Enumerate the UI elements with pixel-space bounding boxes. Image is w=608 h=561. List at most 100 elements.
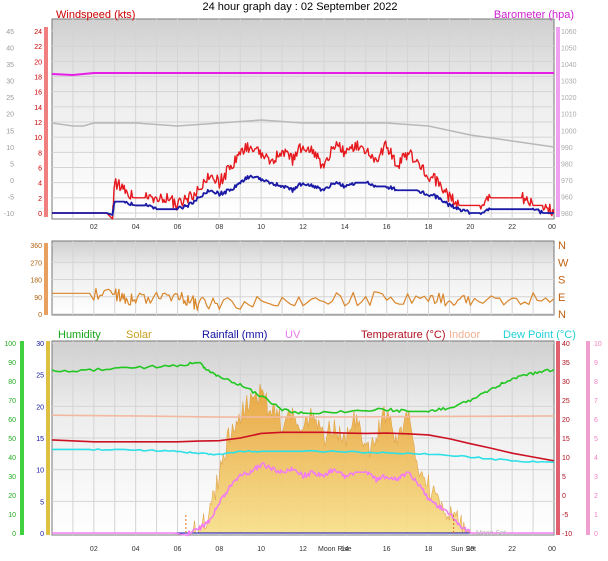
temp-tick-label: 10 bbox=[562, 455, 570, 462]
windbase-line bbox=[52, 174, 554, 216]
solar-area bbox=[52, 383, 554, 534]
x-tick-label: 14 bbox=[341, 546, 349, 553]
windspeed-label: Windspeed (kts) bbox=[56, 9, 135, 21]
x-tick-label: 20 bbox=[466, 224, 474, 231]
wind-tick-label: 22 bbox=[34, 44, 42, 51]
x-tick-label: 12 bbox=[299, 546, 307, 553]
x-tick-label: 10 bbox=[257, 546, 265, 553]
temp-tick-label: 15 bbox=[562, 436, 570, 443]
humidity-tick-label: 60 bbox=[8, 417, 16, 424]
x-tick-label: 18 bbox=[425, 546, 433, 553]
wind-outer-tick-label: 25 bbox=[6, 95, 14, 102]
dewpoint-label: Dew Point (°C) bbox=[503, 329, 576, 341]
direction-tick-label: 180 bbox=[30, 278, 42, 285]
humidity-tick-label: 80 bbox=[8, 379, 16, 386]
direction-line bbox=[52, 287, 555, 311]
wind-tick-label: 16 bbox=[34, 90, 42, 97]
temp-tick-label: 40 bbox=[562, 341, 570, 348]
uv-tick-label: 3 bbox=[594, 474, 598, 481]
rainfall-label: Rainfall (mm) bbox=[202, 329, 267, 341]
uv-tick-label: 1 bbox=[594, 512, 598, 519]
indoor-label: Indoor bbox=[449, 329, 481, 341]
baro-tick-label: 980 bbox=[561, 211, 573, 218]
temp-tick-label: -10 bbox=[562, 531, 572, 538]
compass-label: E bbox=[558, 292, 565, 304]
uv-label: UV bbox=[285, 329, 301, 341]
uv-tick-label: 10 bbox=[594, 341, 602, 348]
humidity-tick-label: 70 bbox=[8, 398, 16, 405]
baro-tick-label: 1040 bbox=[561, 62, 577, 69]
x-tick-label: 10 bbox=[257, 224, 265, 231]
direction-tick-label: 90 bbox=[34, 295, 42, 302]
rain-tick-label: 20 bbox=[36, 404, 44, 411]
x-tick-label: 08 bbox=[215, 224, 223, 231]
uv-tick-label: 4 bbox=[594, 455, 598, 462]
uv-tick-label: 9 bbox=[594, 360, 598, 367]
wind-tick-label: 4 bbox=[38, 181, 42, 188]
rain-tick-label: 30 bbox=[36, 341, 44, 348]
baro-tick-label: 990 bbox=[561, 145, 573, 152]
wind-outer-tick-label: 5 bbox=[10, 161, 14, 168]
temp-tick-label: 35 bbox=[562, 360, 570, 367]
baro-tick-label: 960 bbox=[561, 194, 573, 201]
humidity-axis-bar bbox=[20, 341, 24, 535]
x-tick-label: 22 bbox=[508, 224, 516, 231]
humidity-tick-label: 90 bbox=[8, 360, 16, 367]
wind-outer-tick-label: 45 bbox=[6, 29, 14, 36]
wind-tick-label: 12 bbox=[34, 120, 42, 127]
humidity-tick-label: 0 bbox=[12, 531, 16, 538]
x-tick-label: 16 bbox=[383, 546, 391, 553]
windspeed-line bbox=[52, 140, 555, 220]
baro-tick-label: 1030 bbox=[561, 79, 577, 86]
wind-tick-label: 0 bbox=[38, 211, 42, 218]
compass-label: N bbox=[558, 309, 566, 321]
wind-outer-tick-label: 40 bbox=[6, 46, 14, 53]
x-tick-label: 00 bbox=[548, 546, 556, 553]
temperature-line bbox=[51, 431, 555, 462]
humidity-tick-label: 30 bbox=[8, 474, 16, 481]
x-tick-label: 02 bbox=[90, 546, 98, 553]
direction-tick-label: 0 bbox=[38, 312, 42, 319]
rain-tick-label: 10 bbox=[36, 468, 44, 475]
rain-tick-label: 25 bbox=[36, 373, 44, 380]
wind-outer-tick-label: 15 bbox=[6, 128, 14, 135]
x-tick-label: 04 bbox=[132, 546, 140, 553]
temp-axis-bar bbox=[556, 341, 560, 535]
rain-tick-label: 15 bbox=[36, 436, 44, 443]
x-tick-label: 14 bbox=[341, 224, 349, 231]
x-tick-label: 00 bbox=[548, 224, 556, 231]
humidity-label: Humidity bbox=[58, 329, 101, 341]
temp-tick-label: 5 bbox=[562, 474, 566, 481]
direction-axis-bar bbox=[44, 243, 48, 315]
compass-label: N bbox=[558, 240, 566, 252]
temp-tick-label: 20 bbox=[562, 417, 570, 424]
baro-tick-label: 1020 bbox=[561, 95, 577, 102]
baro-tick-label: 1060 bbox=[561, 29, 577, 36]
sun-set-annotation: Sun Set bbox=[451, 546, 476, 553]
x-tick-label: 06 bbox=[174, 224, 182, 231]
uv-axis-bar bbox=[586, 341, 590, 535]
dewpoint-line bbox=[52, 448, 555, 464]
wind-tick-label: 6 bbox=[38, 166, 42, 173]
moon-set-annotation: Moon Set bbox=[476, 530, 506, 537]
baro-tick-label: 1050 bbox=[561, 46, 577, 53]
x-tick-label: 16 bbox=[383, 224, 391, 231]
moon-rise-annotation: Moon Rise bbox=[318, 546, 352, 553]
barometer-line bbox=[51, 72, 554, 76]
humidity-tick-label: 10 bbox=[8, 512, 16, 519]
plot-series bbox=[51, 72, 555, 537]
baro-tick-label: 1010 bbox=[561, 112, 577, 119]
uv-tick-label: 8 bbox=[594, 379, 598, 386]
wind-outer-tick-label: 30 bbox=[6, 79, 14, 86]
x-tick-label: 18 bbox=[425, 224, 433, 231]
baro-tick-label: 970 bbox=[561, 178, 573, 185]
barometer-prev-line bbox=[51, 119, 555, 148]
uv-tick-label: 0 bbox=[594, 531, 598, 538]
wind-tick-label: 24 bbox=[34, 29, 42, 36]
temperature-label: Temperature (°C) bbox=[361, 329, 445, 341]
wind-outer-tick-label: 0 bbox=[10, 178, 14, 185]
humidity-tick-label: 100 bbox=[4, 341, 16, 348]
wind-tick-label: 10 bbox=[34, 135, 42, 142]
page-title: 24 hour graph day : 02 September 2022 bbox=[202, 1, 397, 13]
